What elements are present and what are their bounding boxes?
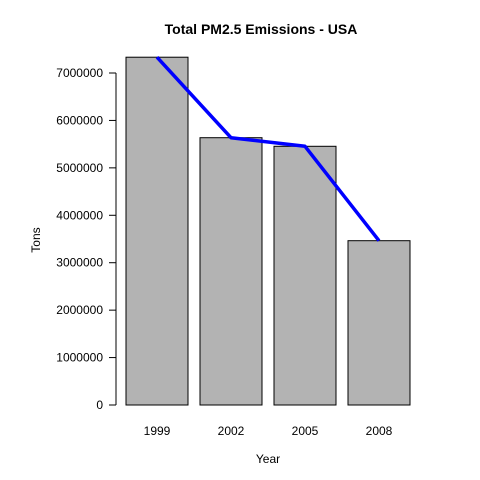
bar-1999 bbox=[125, 56, 189, 406]
trend-line bbox=[155, 56, 381, 242]
y-axis: 0 1000000 2000000 3000000 4000000 5000000 6000… bbox=[56, 66, 117, 412]
y-tick-label: 7000000 bbox=[56, 66, 103, 80]
x-axis-labels: 1999 2002 2005 2008 bbox=[144, 424, 393, 438]
x-tick-label-2002: 2002 bbox=[218, 424, 245, 438]
x-axis-title: Year bbox=[256, 452, 280, 466]
y-axis-title: Tons bbox=[29, 227, 43, 252]
bars-group bbox=[125, 56, 411, 406]
y-tick-label: 5000000 bbox=[56, 161, 103, 175]
bar-2002 bbox=[199, 137, 263, 406]
bar-2005 bbox=[273, 145, 337, 406]
x-tick-label-1999: 1999 bbox=[144, 424, 171, 438]
x-tick-label-2008: 2008 bbox=[366, 424, 393, 438]
y-tick-label: 6000000 bbox=[56, 113, 103, 127]
x-tick-label-2005: 2005 bbox=[292, 424, 319, 438]
y-tick-label: 1000000 bbox=[56, 351, 103, 365]
chart-title: Total PM2.5 Emissions - USA bbox=[165, 21, 358, 37]
y-tick-label: 0 bbox=[96, 398, 103, 412]
y-tick-label: 3000000 bbox=[56, 256, 103, 270]
bar-2008 bbox=[347, 240, 411, 406]
y-tick-label: 4000000 bbox=[56, 208, 103, 222]
trend-line-group bbox=[155, 56, 381, 242]
y-tick-label: 2000000 bbox=[56, 303, 103, 317]
